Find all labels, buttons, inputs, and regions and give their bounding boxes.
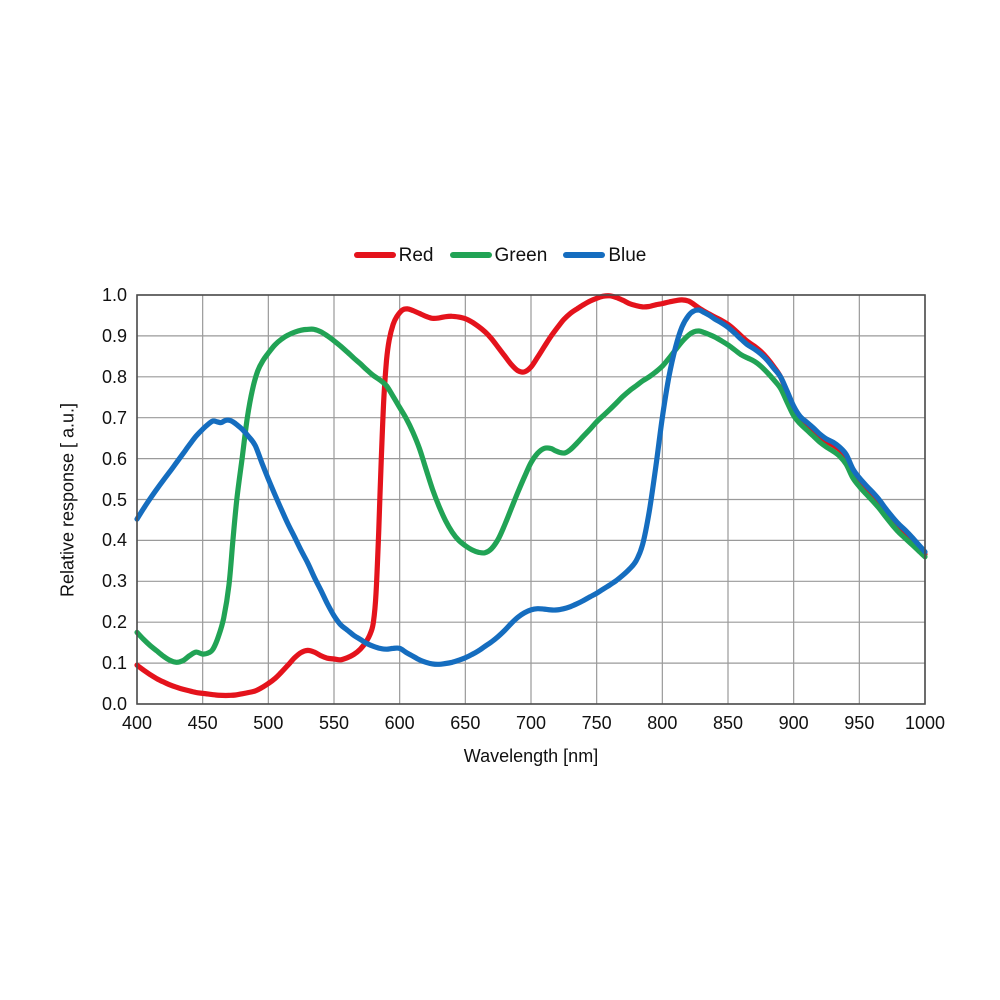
series-blue-line: [134, 307, 928, 667]
legend-label-red: Red: [398, 244, 434, 266]
y-tick-label: 0.5: [101, 489, 127, 510]
y-tick-label: 0.6: [101, 448, 127, 469]
x-tick-label: 450: [187, 713, 218, 733]
grid-lines: [136, 294, 926, 705]
legend-swatch-green: [449, 252, 492, 258]
x-tick-label: 400: [121, 713, 153, 733]
legend-label-blue: Blue: [608, 244, 647, 266]
legend-item-green: Green: [449, 244, 548, 266]
series-green-line: [134, 326, 928, 665]
y-tick-label: 0.4: [101, 530, 127, 551]
x-tick-label: 850: [712, 713, 744, 733]
y-tick-label: 0.1: [101, 653, 127, 674]
x-tick-label: 650: [450, 713, 481, 733]
x-tick-label: 900: [778, 713, 809, 733]
legend-item-blue: Blue: [563, 246, 646, 265]
chart-legend: Red Green Blue: [0, 242, 1000, 268]
legend-swatch-red: [353, 252, 396, 258]
legend-item-red: Red: [353, 244, 434, 266]
legend-label-green: Green: [494, 244, 548, 266]
y-tick-label: 0.2: [101, 612, 127, 633]
x-axis-title: Wavelength [nm]: [463, 746, 599, 766]
x-tick-label: 950: [844, 713, 875, 733]
x-tick-label: 1000: [904, 713, 946, 733]
y-tick-label: 0.8: [101, 366, 127, 387]
x-tick-label: 500: [253, 713, 284, 733]
y-axis-title: Relative response [ a.u.]: [57, 402, 78, 598]
x-tick-label: 750: [581, 713, 612, 733]
plot-border: [136, 294, 926, 705]
x-tick-label: 700: [515, 713, 547, 733]
y-tick-label: 0.7: [101, 407, 127, 428]
x-tick-label: 800: [647, 713, 678, 733]
y-tick-label: 1.0: [101, 285, 127, 305]
y-tick-label: 0.0: [101, 694, 127, 714]
y-tick-label: 0.3: [101, 571, 127, 592]
x-tick-label: 600: [384, 713, 415, 733]
series-lines: [134, 293, 928, 699]
y-tick-label: 0.9: [101, 325, 127, 346]
x-tick-label: 550: [318, 713, 350, 733]
legend-swatch-blue: [563, 252, 606, 258]
